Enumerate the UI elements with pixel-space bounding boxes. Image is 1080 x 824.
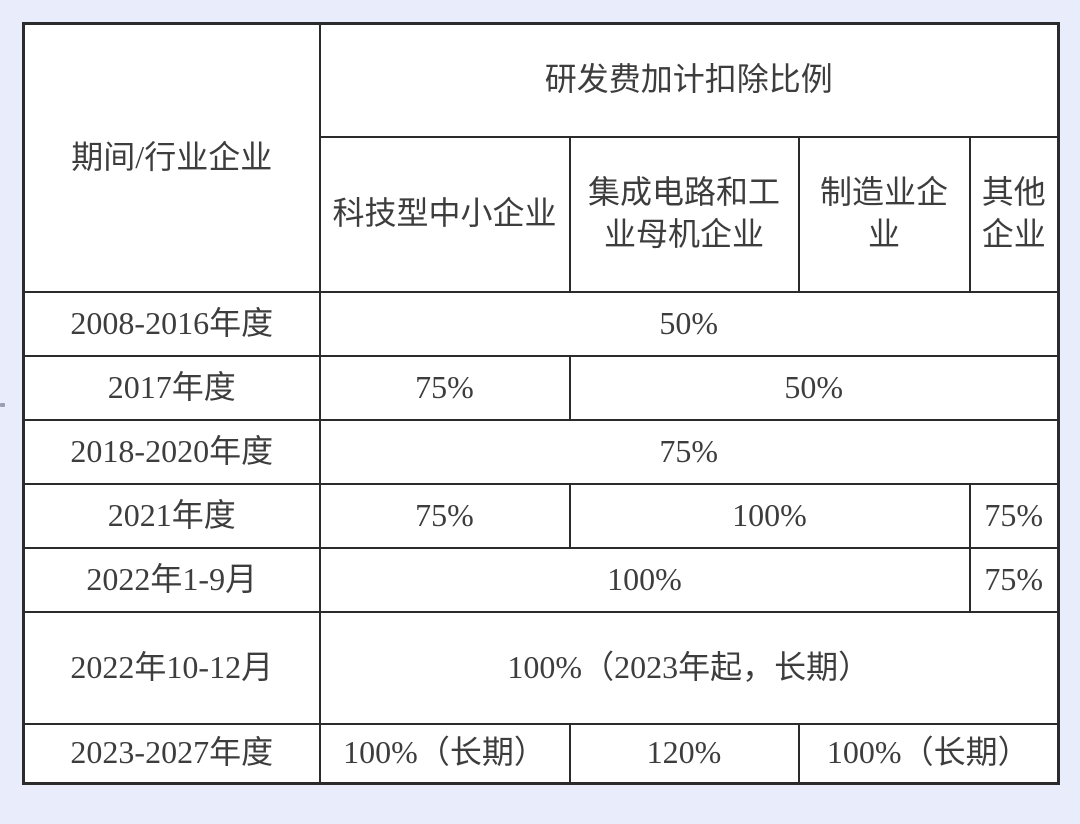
header-row-group: 期间/行业企业 研发费加计扣除比例 bbox=[22, 22, 1060, 293]
table-row: 2017年度 75% 50% bbox=[22, 354, 1060, 421]
table-row: 2022年1-9月 100% 75% bbox=[22, 546, 1060, 613]
value-cell: 100%（长期） bbox=[318, 722, 571, 785]
period-cell-2008-2016: 2008-2016年度 bbox=[22, 290, 321, 357]
table-row: 2021年度 75% 100% 75% bbox=[22, 482, 1060, 549]
column-header-other: 其他企业 bbox=[968, 135, 1060, 293]
period-cell-2022-jan-sep: 2022年1-9月 bbox=[22, 546, 321, 613]
table-row: 2022年10-12月 100%（2023年起，长期） bbox=[22, 610, 1060, 725]
value-cell: 75% bbox=[318, 354, 571, 421]
value-cell: 75% bbox=[968, 546, 1060, 613]
left-edge-artifact bbox=[0, 403, 5, 407]
period-cell-2017: 2017年度 bbox=[22, 354, 321, 421]
value-cell: 120% bbox=[568, 722, 800, 785]
period-cell-2018-2020: 2018-2020年度 bbox=[22, 418, 321, 485]
corner-header-period-industry: 期间/行业企业 bbox=[22, 22, 321, 293]
header-row-columns: 科技型中小企业 集成电路和工业母机企业 制造业企业 其他企业 bbox=[24, 135, 1060, 293]
rd-deduction-table: 期间/行业企业 研发费加计扣除比例 科技型中小企业 集成电路和工业母机企业 制造… bbox=[22, 22, 1061, 785]
period-cell-2023-2027: 2023-2027年度 bbox=[22, 722, 321, 785]
period-cell-2021: 2021年度 bbox=[22, 482, 321, 549]
table-row: 2018-2020年度 75% bbox=[22, 418, 1060, 485]
value-cell: 100%（长期） bbox=[797, 722, 1060, 785]
table-row: 2023-2027年度 100%（长期） 120% 100%（长期） bbox=[22, 722, 1060, 785]
column-header-tech-sme: 科技型中小企业 bbox=[318, 135, 571, 293]
value-cell: 50% bbox=[318, 290, 1060, 357]
value-cell: 100%（2023年起，长期） bbox=[318, 610, 1060, 725]
value-cell: 100% bbox=[568, 482, 971, 549]
value-cell: 75% bbox=[968, 482, 1060, 549]
table-row: 2008-2016年度 50% bbox=[22, 290, 1060, 357]
value-cell: 75% bbox=[318, 482, 571, 549]
period-cell-2022-oct-dec: 2022年10-12月 bbox=[22, 610, 321, 725]
value-cell: 100% bbox=[318, 546, 971, 613]
value-cell: 50% bbox=[568, 354, 1060, 421]
group-header-rd-deduction-ratio: 研发费加计扣除比例 bbox=[318, 22, 1060, 138]
value-cell: 75% bbox=[318, 418, 1060, 485]
column-header-manufacturing: 制造业企业 bbox=[797, 135, 971, 293]
column-header-ic-machine-tool: 集成电路和工业母机企业 bbox=[568, 135, 800, 293]
